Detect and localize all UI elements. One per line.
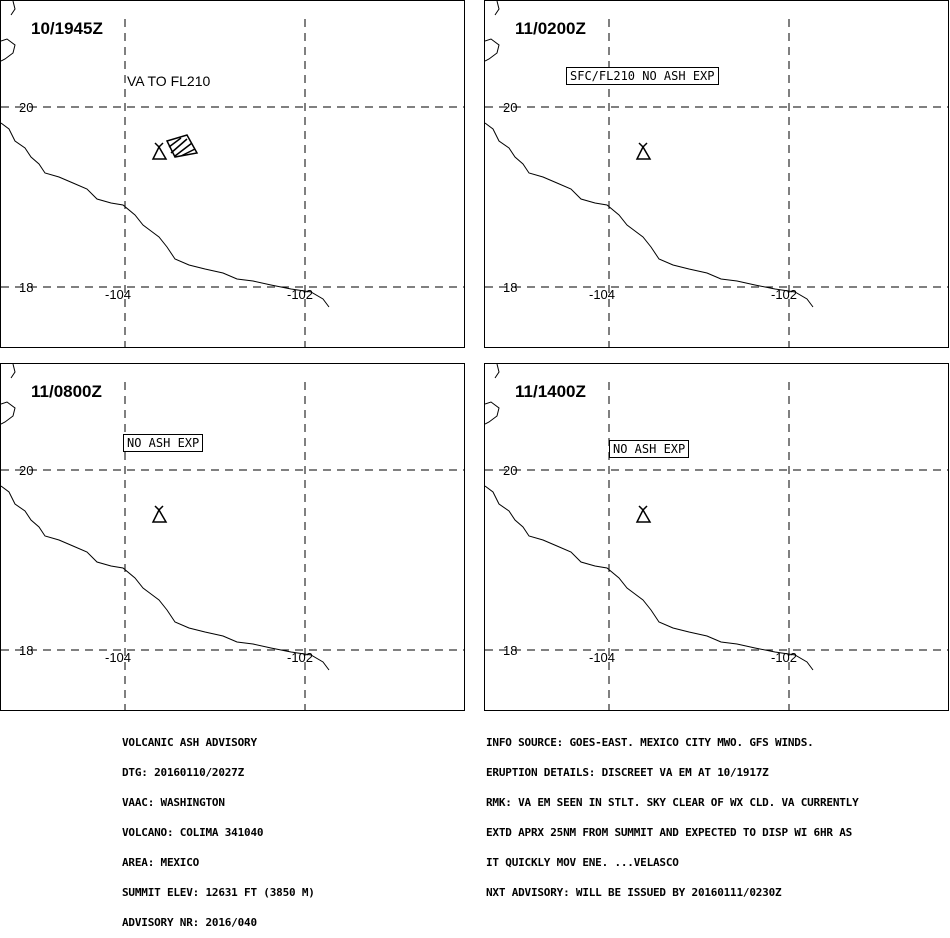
ash-cloud-polygon bbox=[165, 134, 199, 158]
lon-label-west: -104 bbox=[589, 287, 616, 302]
advisory-line: RMK: VA EM SEEN IN STLT. SKY CLEAR OF WX… bbox=[486, 796, 859, 809]
advisory-line: AREA: MEXICO bbox=[122, 856, 200, 869]
panel-valid-time: 11/0200Z bbox=[515, 19, 586, 38]
coastline-north-2 bbox=[10, 1, 16, 16]
lat-lon-grid bbox=[485, 19, 948, 347]
lat-label-south: 18 bbox=[19, 643, 34, 658]
coastline-north bbox=[485, 401, 500, 425]
lat-label-north: 20 bbox=[503, 100, 518, 115]
coastline bbox=[485, 485, 814, 671]
coastline-north bbox=[1, 401, 16, 425]
advisory-line: IT QUICKLY MOV ENE. ...VELASCO bbox=[486, 856, 679, 869]
lat-lon-grid bbox=[485, 382, 948, 710]
advisory-header-block: VOLCANIC ASH ADVISORY DTG: 20160110/2027… bbox=[122, 718, 315, 938]
map-panel-1: 10/1945Z VA TO FL210 20 18 -104 -102 bbox=[0, 0, 465, 348]
volcano-icon bbox=[151, 505, 168, 523]
advisory-line: VOLCANO: COLIMA 341040 bbox=[122, 826, 264, 839]
panel-valid-time: 11/0800Z bbox=[31, 382, 102, 401]
lat-label-north: 20 bbox=[19, 100, 34, 115]
advisory-line: NXT ADVISORY: WILL BE ISSUED BY 20160111… bbox=[486, 886, 782, 899]
lat-lon-grid bbox=[1, 19, 464, 347]
volcano-icon bbox=[151, 142, 168, 160]
ash-forecast-box: NO ASH EXP bbox=[123, 434, 204, 452]
map-panel-2: 11/0200Z SFC/FL210 NO ASH EXP 20 18 -104… bbox=[484, 0, 949, 348]
lat-label-north: 20 bbox=[503, 463, 518, 478]
lat-label-south: 18 bbox=[503, 643, 518, 658]
advisory-line: DTG: 20160110/2027Z bbox=[122, 766, 245, 779]
advisory-line: ERUPTION DETAILS: DISCREET VA EM AT 10/1… bbox=[486, 766, 769, 779]
lon-label-west: -104 bbox=[589, 650, 616, 665]
lat-label-south: 18 bbox=[503, 280, 518, 295]
advisory-line: EXTD APRX 25NM FROM SUMMIT AND EXPECTED … bbox=[486, 826, 853, 839]
map-graphic bbox=[485, 1, 948, 347]
panel-valid-time: 11/1400Z bbox=[515, 382, 586, 401]
coastline-north bbox=[485, 38, 500, 62]
lon-label-west: -104 bbox=[105, 287, 132, 302]
ash-height-label: VA TO FL210 bbox=[127, 73, 211, 89]
lat-lon-grid bbox=[1, 382, 464, 710]
coastline-north-2 bbox=[494, 364, 500, 379]
ash-forecast-box: NO ASH EXP bbox=[609, 440, 690, 458]
map-panel-3: 11/0800Z NO ASH EXP 20 18 -104 -102 bbox=[0, 363, 465, 711]
lon-label-east: -102 bbox=[771, 287, 798, 302]
lat-label-south: 18 bbox=[19, 280, 34, 295]
ash-forecast-box: SFC/FL210 NO ASH EXP bbox=[566, 67, 719, 85]
volcano-icon bbox=[635, 142, 652, 160]
lat-label-north: 20 bbox=[19, 463, 34, 478]
advisory-line: ADVISORY NR: 2016/040 bbox=[122, 916, 257, 929]
advisory-line: SUMMIT ELEV: 12631 FT (3850 M) bbox=[122, 886, 315, 899]
coastline-north-2 bbox=[494, 1, 500, 16]
map-graphic bbox=[485, 364, 948, 710]
lon-label-east: -102 bbox=[771, 650, 798, 665]
advisory-line: VAAC: WASHINGTON bbox=[122, 796, 225, 809]
lon-label-east: -102 bbox=[287, 650, 314, 665]
coastline bbox=[485, 122, 814, 308]
coastline bbox=[1, 122, 330, 308]
coastline-north-2 bbox=[10, 364, 16, 379]
lon-label-west: -104 bbox=[105, 650, 132, 665]
volcano-icon bbox=[635, 505, 652, 523]
advisory-line: VOLCANIC ASH ADVISORY bbox=[122, 736, 257, 749]
coastline-north bbox=[1, 38, 16, 62]
map-panel-4: 11/1400Z NO ASH EXP 20 18 -104 -102 bbox=[484, 363, 949, 711]
coastline bbox=[1, 485, 330, 671]
map-graphic bbox=[1, 1, 464, 347]
panel-valid-time: 10/1945Z bbox=[31, 19, 103, 38]
map-graphic bbox=[1, 364, 464, 710]
advisory-details-block: INFO SOURCE: GOES-EAST. MEXICO CITY MWO.… bbox=[486, 718, 859, 908]
lon-label-east: -102 bbox=[287, 287, 314, 302]
advisory-line: INFO SOURCE: GOES-EAST. MEXICO CITY MWO.… bbox=[486, 736, 814, 749]
